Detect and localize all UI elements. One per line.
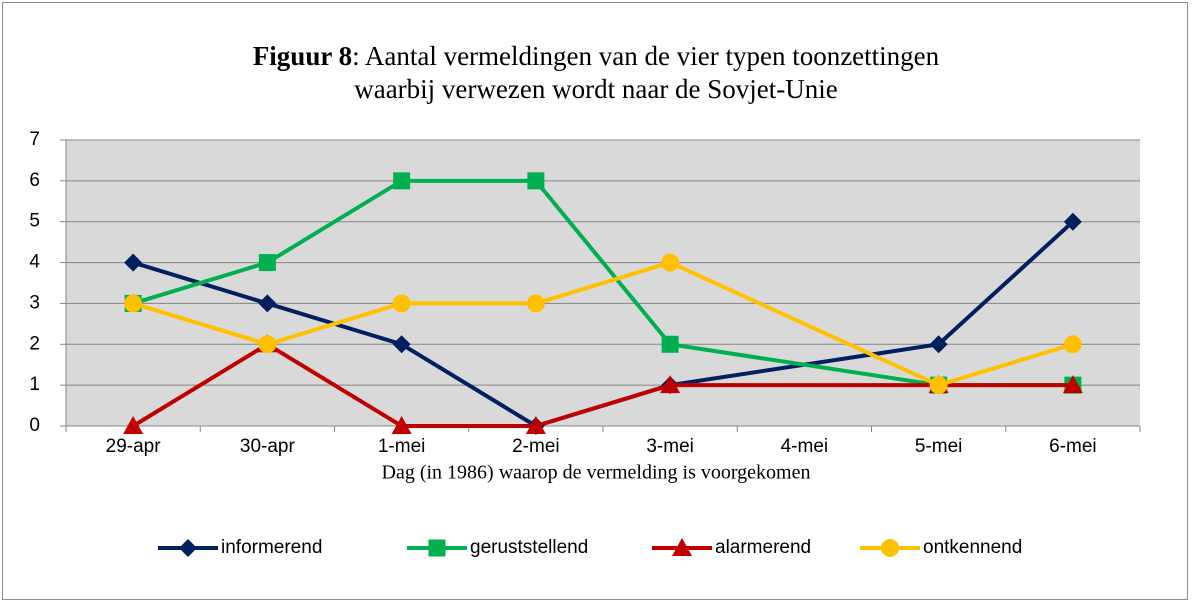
x-tick-label: 3-mei (646, 436, 694, 457)
x-tick-label: 1-mei (378, 436, 426, 457)
y-tick-label: 4 (29, 252, 40, 273)
marker (392, 294, 411, 313)
x-tick-label: 4-mei (781, 436, 829, 457)
marker (179, 539, 197, 557)
title-bold: Figuur 8 (252, 41, 353, 71)
marker (526, 294, 545, 313)
legend-label: alarmerend (715, 537, 811, 558)
y-tick-label: 2 (29, 333, 40, 354)
marker (258, 254, 276, 272)
marker (1063, 335, 1082, 354)
marker (660, 375, 681, 394)
legend-item: informerend (158, 537, 322, 558)
marker (661, 335, 679, 353)
x-tick-label: 29-apr (106, 436, 162, 457)
marker (391, 416, 412, 434)
legend-item: geruststellend (407, 537, 588, 558)
x-axis-label: Dag (in 1986) waarop de vermelding is vo… (382, 462, 811, 484)
marker (881, 539, 899, 557)
marker (428, 539, 446, 557)
legend-item: ontkennend (860, 537, 1022, 558)
x-tick-label: 2-mei (512, 436, 560, 457)
marker (661, 253, 680, 272)
marker (258, 335, 277, 354)
y-tick-label: 6 (29, 170, 40, 191)
marker (527, 172, 545, 190)
x-tick-label: 5-mei (915, 436, 963, 457)
legend-label: geruststellend (470, 537, 588, 558)
marker (525, 416, 546, 434)
marker (672, 538, 692, 556)
marker (929, 376, 948, 395)
marker (929, 335, 948, 354)
y-tick-label: 7 (29, 129, 40, 150)
x-tick-label: 30-apr (240, 436, 296, 457)
y-tick-label: 0 (29, 415, 40, 436)
x-tick-label: 6-mei (1049, 436, 1097, 457)
marker (124, 253, 143, 272)
marker (393, 172, 411, 190)
title-text: : Aantal vermeldingen van de vier typen … (352, 41, 940, 104)
series (124, 253, 1082, 395)
chart-title: Figuur 8: Aantal vermeldingen van de vie… (216, 40, 976, 106)
marker (124, 294, 143, 313)
legend-label: informerend (221, 537, 322, 558)
marker (392, 335, 411, 354)
marker (1062, 375, 1083, 394)
y-tick-label: 1 (29, 374, 40, 395)
legend-item: alarmerend (652, 537, 811, 558)
marker (1063, 212, 1082, 231)
y-tick-label: 5 (29, 211, 40, 232)
marker (258, 294, 277, 313)
y-tick-label: 3 (29, 292, 40, 313)
marker (123, 416, 144, 434)
legend-label: ontkennend (923, 537, 1022, 558)
